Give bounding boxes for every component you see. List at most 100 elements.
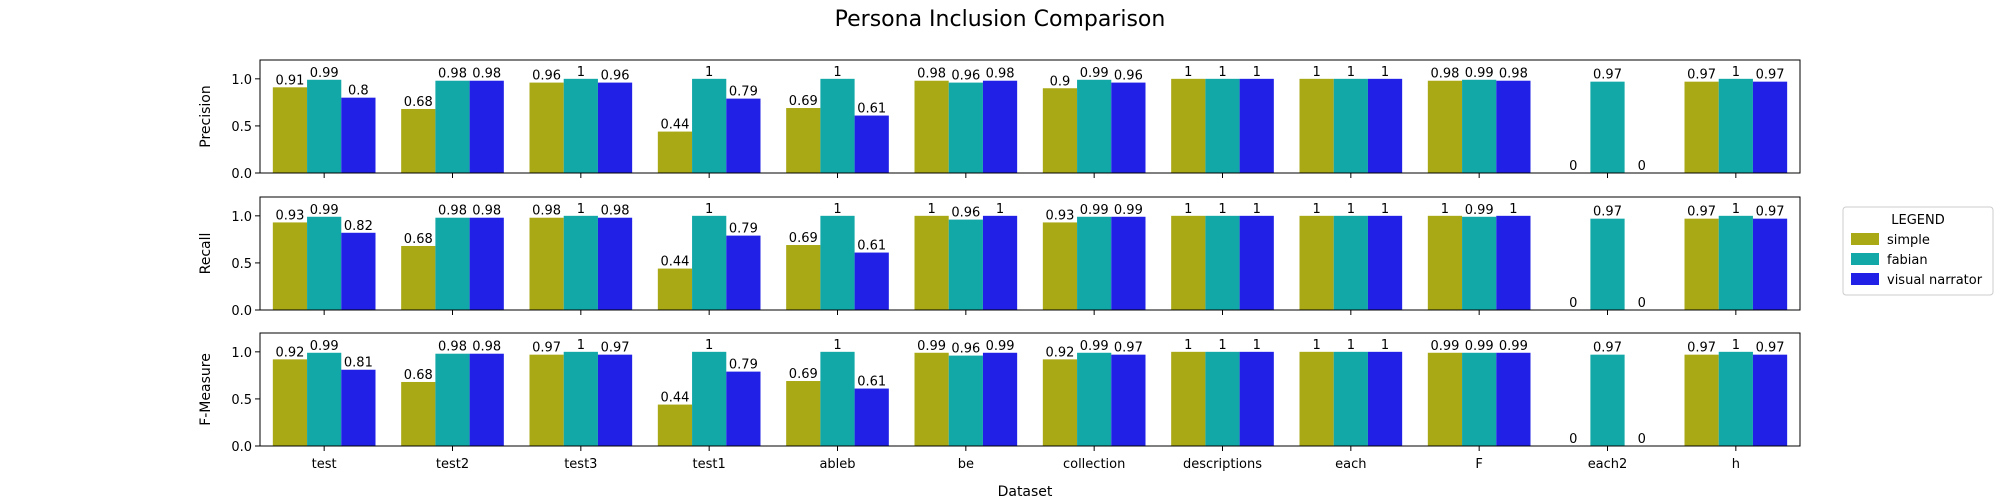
bar [1752, 218, 1788, 310]
bar [820, 215, 855, 310]
value-label: 0.97 [532, 341, 561, 356]
value-label: 0.79 [729, 85, 758, 100]
value-label: 0.96 [601, 69, 630, 84]
value-label: 0.99 [1114, 203, 1143, 218]
value-label: 0.69 [789, 231, 818, 246]
bar [341, 97, 376, 173]
bar [529, 217, 564, 310]
bar [1205, 78, 1240, 173]
value-label: 1 [1218, 202, 1226, 217]
value-label: 0.61 [857, 239, 886, 254]
value-label: 0 [1638, 296, 1646, 311]
x-tick-label: test [312, 457, 337, 472]
bar [1299, 351, 1334, 446]
bar [1367, 215, 1403, 310]
value-label: 0.99 [1465, 203, 1494, 218]
value-label: 0.99 [917, 339, 946, 354]
x-tick-label: ableb [819, 457, 855, 472]
bar [1171, 351, 1206, 446]
bar [914, 215, 949, 310]
value-label: 0.96 [1114, 69, 1143, 84]
value-label: 0.98 [1430, 67, 1459, 82]
bar [1684, 354, 1719, 446]
bar [726, 98, 761, 173]
bar [982, 352, 1018, 446]
bar [1367, 78, 1403, 173]
bar [272, 87, 308, 173]
value-label: 1 [996, 202, 1004, 217]
value-label: 0.96 [532, 69, 561, 84]
bar [1718, 78, 1753, 173]
value-label: 1 [1253, 65, 1261, 80]
value-label: 0.99 [986, 339, 1015, 354]
bar [401, 108, 436, 173]
y-tick-label: 0.0 [231, 167, 252, 182]
y-tick-label: 0.5 [231, 393, 252, 408]
value-label: 0.98 [438, 204, 467, 219]
value-label: 0.82 [344, 219, 373, 234]
y-tick-label: 1.0 [231, 346, 252, 361]
value-label: 0.99 [310, 66, 339, 81]
y-tick-label: 1.0 [231, 73, 252, 88]
bar [1462, 352, 1497, 446]
bar [657, 131, 693, 173]
value-label: 0.99 [310, 203, 339, 218]
value-label: 0.99 [1465, 66, 1494, 81]
legend-swatch [1851, 233, 1879, 245]
subplot-f-measure: 0.92 0.68 0.97 0.44 0.69 0.99 0.92 1 1 0.99 0 0.97 0… [198, 332, 1801, 472]
value-label: 0.9 [1050, 74, 1071, 89]
value-label: 0.68 [404, 368, 433, 383]
value-label: 1 [705, 65, 713, 80]
bar [1239, 215, 1274, 310]
bar [692, 215, 727, 310]
bar [1299, 215, 1334, 310]
value-label: 0.99 [1080, 339, 1109, 354]
bar [469, 353, 504, 446]
bar [726, 235, 761, 310]
x-tick-label: test3 [564, 457, 597, 472]
value-label: 1 [833, 202, 841, 217]
value-label: 0.98 [532, 204, 561, 219]
value-label: 1 [1312, 65, 1320, 80]
value-label: 0 [1638, 432, 1646, 447]
bar [1111, 354, 1146, 446]
value-label: 1 [705, 338, 713, 353]
value-label: 0.61 [857, 375, 886, 390]
bar [854, 252, 889, 310]
value-label: 0.99 [310, 339, 339, 354]
legend-entry: simple [1887, 233, 1930, 248]
value-label: 0 [1569, 432, 1577, 447]
value-label: 1 [1347, 202, 1355, 217]
value-label: 0.44 [660, 118, 689, 133]
legend-entry: fabian [1887, 253, 1928, 268]
bar [1299, 78, 1334, 173]
value-label: 0.81 [344, 356, 373, 371]
bar [469, 217, 504, 310]
axes-frame [259, 196, 1801, 311]
x-tick-label: test2 [436, 457, 469, 472]
bar [1333, 215, 1368, 310]
value-label: 1 [577, 65, 585, 80]
value-label: 0.97 [1593, 341, 1622, 356]
value-label: 1 [1312, 338, 1320, 353]
value-label: 1 [1218, 65, 1226, 80]
bar [914, 80, 949, 173]
bar [563, 215, 598, 310]
x-tick-label: F [1475, 457, 1482, 472]
subplots: 0.910.680.960.440.690.980.91 1 0.9800.970.… [198, 59, 1801, 472]
bar [401, 245, 436, 310]
y-tick-label: 1.0 [231, 210, 252, 225]
bar [820, 78, 855, 173]
legend-title: LEGEND [1891, 213, 1944, 228]
bar [401, 381, 436, 446]
legend-entry: visual narrator [1887, 273, 1983, 288]
bar [529, 82, 564, 173]
bar [1752, 81, 1788, 173]
y-axis-label: Recall [198, 233, 214, 275]
value-label: 0.97 [1687, 205, 1716, 220]
y-tick-label: 0.0 [231, 304, 252, 319]
legend-swatch [1851, 273, 1879, 285]
value-label: 0 [1569, 296, 1577, 311]
bar [529, 354, 564, 446]
bar [307, 79, 342, 173]
